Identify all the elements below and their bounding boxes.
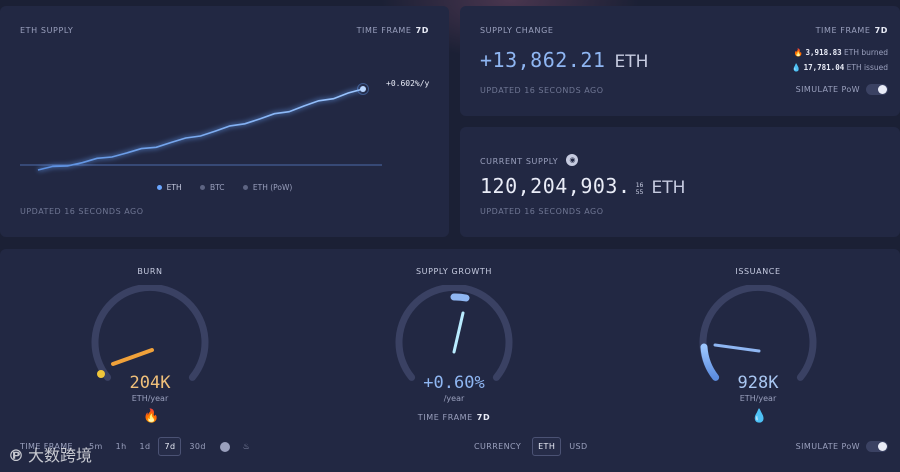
timeframe-7d[interactable]: 7d <box>158 437 182 456</box>
growth-title: SUPPLY GROWTH <box>415 267 493 276</box>
burn-unit: ETH/year <box>131 394 169 403</box>
droplet-icon: 💧 <box>751 409 768 424</box>
current-supply-decimals: 16 55 <box>635 180 644 196</box>
issuance-unit: ETH/year <box>739 394 777 403</box>
supply-change-timeframe: TIME FRAME 7d <box>815 26 888 35</box>
timeframe-5m[interactable]: 5m <box>88 442 103 451</box>
eth-supply-updated: UPDATED 16 SECONDS AGO <box>20 207 144 216</box>
eth-supply-panel: ETH SUPPLY TIME FRAME 7d +0.602%/y ETH BT… <box>0 6 449 237</box>
simulate-pow-toggle-bottom[interactable] <box>866 441 888 452</box>
currency-eth[interactable]: ETH <box>532 437 562 456</box>
timeframe-label: TIME FRAME <box>20 442 74 451</box>
timeframe-30d[interactable]: 30d <box>189 442 206 451</box>
supply-change-number: +13,862.21 <box>480 48 606 72</box>
legend-dot <box>199 185 205 190</box>
chart-legend: ETH BTC ETH (PoW) <box>0 183 449 192</box>
info-icon[interactable]: ◉ <box>566 153 579 166</box>
current-supply-header: CURRENT SUPPLY ◉ <box>480 149 579 168</box>
currency-usd[interactable]: USD <box>569 442 588 451</box>
simulate-pow-top: SIMULATE PoW <box>796 84 888 95</box>
endpoint-label: +0.602%/y <box>386 79 430 88</box>
issued-row: 💧 17,781.04 ETH issued <box>791 63 888 72</box>
current-supply-panel: CURRENT SUPPLY ◉ 120,204,903. 16 55 ETH … <box>460 127 900 237</box>
growth-gauge <box>395 285 513 381</box>
issuance-gauge <box>699 285 817 381</box>
burn-value: 204K <box>129 373 171 393</box>
watermark: ℗ 大数跨境 <box>8 446 93 465</box>
burned-row: 🔥 3,918.83 ETH burned <box>793 48 888 57</box>
current-supply-number: 120,204,903. <box>480 174 631 198</box>
issuance-value: 928K <box>737 373 779 393</box>
currency-selector: CURRENCY ETH USD <box>474 437 593 456</box>
simulate-pow-toggle[interactable] <box>866 84 888 95</box>
burn-gauge-track <box>91 285 209 381</box>
eth-supply-title: ETH SUPPLY <box>20 26 74 35</box>
droplet-icon: 💧 <box>791 63 802 72</box>
toggle-knob <box>878 442 887 451</box>
timeframe-1d[interactable]: 1d <box>139 442 151 451</box>
growth-gauge-fill <box>450 293 470 302</box>
eth-series-endpoint-halo <box>357 83 369 95</box>
fire-outline-icon[interactable]: ♨ <box>242 442 251 451</box>
currency-label: CURRENCY <box>474 442 522 451</box>
legend-btc[interactable]: BTC <box>199 183 225 192</box>
issuance-title: ISSUANCE <box>735 267 781 276</box>
eth-series-line <box>37 88 364 171</box>
watermark-logo: ℗ <box>8 446 24 465</box>
growth-gauge-track <box>395 285 513 381</box>
supply-change-panel: SUPPLY CHANGE TIME FRAME 7d +13,862.21 ET… <box>460 6 900 116</box>
legend-eth[interactable]: ETH <box>156 183 182 192</box>
growth-timeframe: TIME FRAME 7d <box>417 413 491 422</box>
burn-gauge <box>91 285 209 381</box>
eth-series-glow <box>37 87 364 172</box>
burn-gauge-start-dot <box>97 370 105 378</box>
supply-change-title: SUPPLY CHANGE <box>480 26 554 35</box>
merge-icon[interactable] <box>219 441 230 452</box>
current-supply-title: CURRENT SUPPLY <box>480 157 559 166</box>
timeframe-1h[interactable]: 1h <box>115 442 127 451</box>
growth-unit: /year <box>443 394 465 403</box>
current-supply-updated: UPDATED 16 SECONDS AGO <box>480 207 604 216</box>
growth-value: +0.60% <box>423 373 485 393</box>
fire-icon: 🔥 <box>793 48 804 57</box>
legend-dot <box>242 185 248 190</box>
eth-supply-chart <box>20 83 382 172</box>
supply-change-unit: ETH <box>614 52 649 72</box>
timeframe-selector: TIME FRAME 5m 1h 1d 7d 30d ♨ <box>20 437 250 456</box>
simulate-pow-bottom: SIMULATE PoW <box>796 441 888 452</box>
growth-gauge-needle <box>452 311 465 354</box>
current-supply-unit: ETH <box>651 178 686 198</box>
fire-icon: 🔥 <box>143 409 160 424</box>
supply-change-value: +13,862.21 ETH <box>480 48 648 72</box>
legend-eth-pow[interactable]: ETH (PoW) <box>242 183 292 192</box>
issuance-gauge-needle <box>713 343 761 353</box>
burn-title: BURN <box>137 267 163 276</box>
gauges-panel: BURN 204K ETH/year 🔥 SUPPLY GROWTH +0.60… <box>0 249 900 472</box>
issuance-gauge-track <box>699 285 817 381</box>
burn-gauge-needle <box>111 348 154 366</box>
current-supply-value: 120,204,903. 16 55 ETH <box>480 174 685 198</box>
eth-series-endpoint <box>360 86 366 92</box>
supply-change-updated: UPDATED 16 SECONDS AGO <box>480 86 604 95</box>
toggle-knob <box>878 85 887 94</box>
issuance-gauge-fill <box>700 343 720 381</box>
legend-dot <box>156 185 162 190</box>
eth-supply-timeframe: TIME FRAME 7d <box>356 26 429 35</box>
